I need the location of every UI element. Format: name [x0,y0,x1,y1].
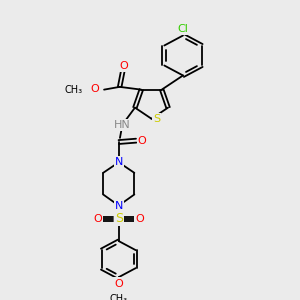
Text: N: N [115,157,123,167]
Text: CH₃: CH₃ [110,293,128,300]
Text: S: S [153,114,161,124]
Text: HN: HN [114,120,131,130]
Text: O: O [138,136,146,146]
Text: O: O [91,84,100,94]
Text: Cl: Cl [178,24,188,34]
Text: N: N [115,201,123,211]
Text: S: S [115,212,123,225]
Text: O: O [119,61,128,71]
Text: O: O [93,214,102,224]
Text: O: O [135,214,144,224]
Text: CH₃: CH₃ [65,85,83,94]
Text: O: O [114,279,123,290]
